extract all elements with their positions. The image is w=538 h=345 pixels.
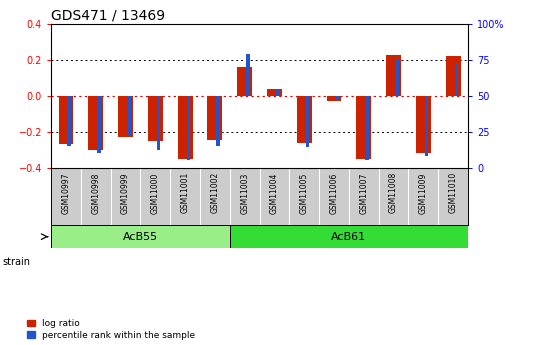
Bar	[237, 67, 252, 96]
Bar	[187, 96, 190, 160]
Text: GSM11000: GSM11000	[151, 172, 160, 214]
Bar	[51, 225, 230, 248]
Text: GDS471 / 13469: GDS471 / 13469	[51, 9, 165, 23]
Bar	[67, 96, 71, 146]
Bar	[148, 96, 163, 141]
Bar	[336, 96, 339, 100]
Bar	[267, 89, 282, 96]
Text: GSM10999: GSM10999	[121, 172, 130, 214]
Text: GSM10997: GSM10997	[61, 172, 70, 214]
Text: GSM11010: GSM11010	[449, 172, 458, 214]
Bar	[365, 96, 369, 160]
Text: GSM11003: GSM11003	[240, 172, 249, 214]
Bar	[127, 96, 131, 136]
Bar	[276, 89, 280, 96]
Bar	[395, 60, 399, 96]
Bar	[386, 55, 401, 96]
Text: AcB61: AcB61	[331, 231, 366, 241]
Bar	[445, 57, 461, 96]
Text: GSM11005: GSM11005	[300, 172, 309, 214]
Bar	[178, 96, 193, 159]
Bar	[425, 96, 428, 156]
Bar	[208, 96, 222, 140]
Bar	[306, 96, 309, 148]
Text: GSM11001: GSM11001	[181, 172, 189, 214]
Bar	[59, 96, 74, 144]
Text: GSM11002: GSM11002	[210, 172, 220, 214]
Bar	[416, 96, 431, 153]
Bar	[97, 96, 101, 153]
Bar	[455, 63, 458, 96]
Text: AcB55: AcB55	[123, 231, 158, 241]
Bar	[327, 96, 342, 101]
Bar	[246, 54, 250, 96]
Bar	[118, 96, 133, 137]
Bar	[88, 96, 103, 150]
Bar	[297, 96, 312, 144]
Text: strain: strain	[3, 257, 31, 267]
Text: GSM11006: GSM11006	[330, 172, 338, 214]
Bar	[216, 96, 220, 146]
Text: GSM11004: GSM11004	[270, 172, 279, 214]
Text: GSM11007: GSM11007	[359, 172, 369, 214]
Text: GSM11009: GSM11009	[419, 172, 428, 214]
Legend: log ratio, percentile rank within the sample: log ratio, percentile rank within the sa…	[26, 318, 196, 341]
Text: GSM10998: GSM10998	[91, 172, 100, 214]
Bar	[157, 96, 160, 150]
Bar	[356, 96, 371, 159]
Bar	[230, 225, 468, 248]
Text: GSM11008: GSM11008	[389, 172, 398, 214]
